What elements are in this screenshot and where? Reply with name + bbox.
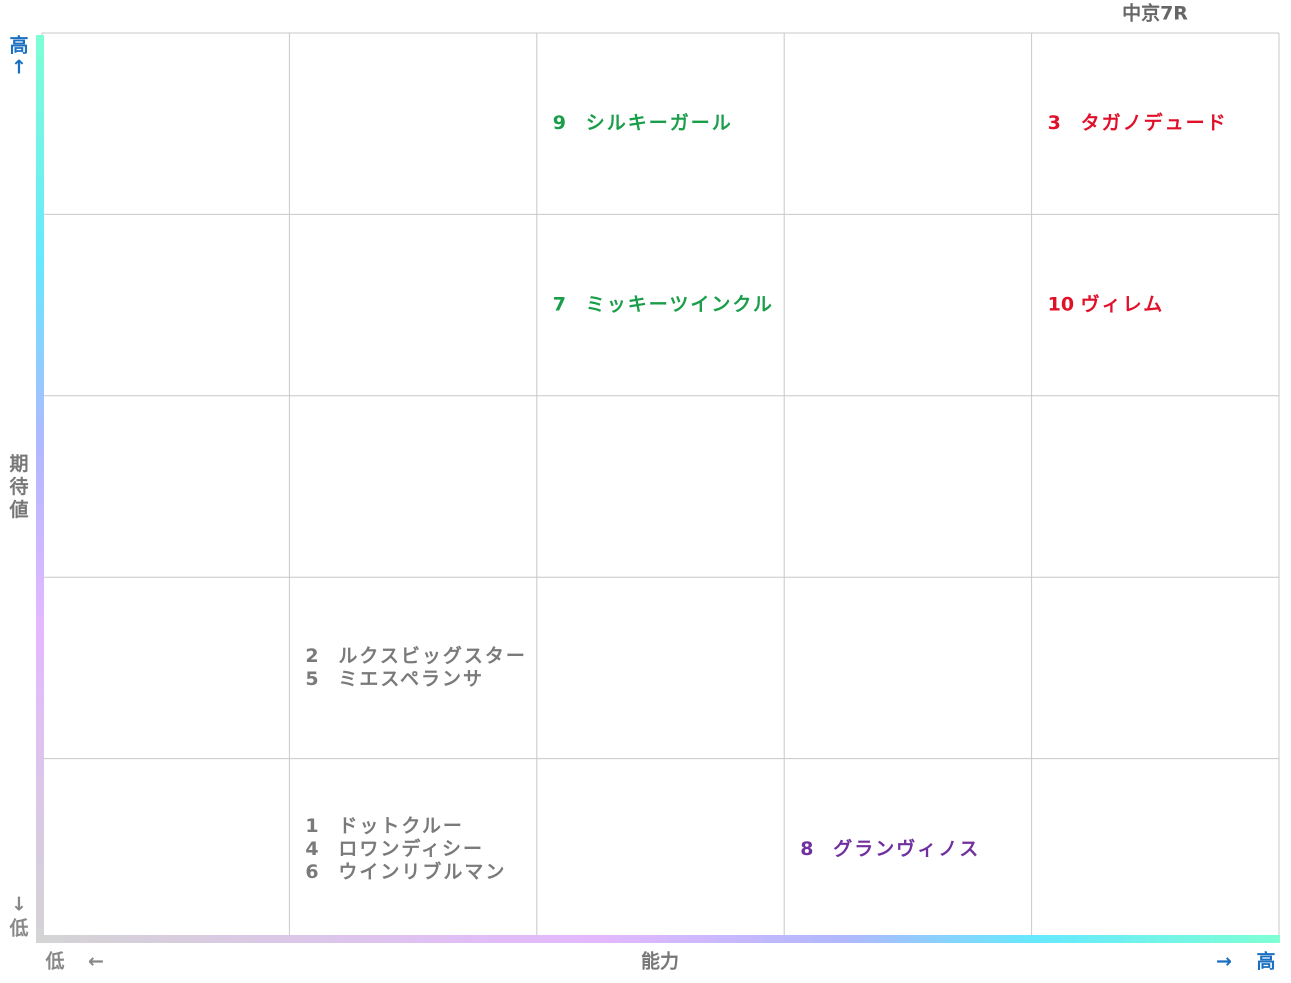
entry-name: グランヴィノス [833, 837, 980, 860]
x-low-arrow: ← [88, 951, 104, 973]
x-axis-bar [36, 935, 1280, 943]
y-low: 低 [8, 917, 28, 940]
y-high: 高 [9, 34, 28, 57]
entry-number: 5 [305, 668, 318, 690]
x-high-arrow: → [1216, 951, 1232, 973]
entry-name: ミッキーツインクル [586, 294, 774, 316]
y-high-arrow: ↑ [11, 57, 27, 79]
entry-name: ドットクルー [338, 815, 463, 837]
entry-name: ヴィレム [1081, 293, 1165, 316]
entry-number: 8 [800, 838, 813, 860]
entry-number: 2 [305, 645, 318, 667]
entry-number: 3 [1048, 112, 1061, 134]
entry-number: 4 [305, 838, 318, 860]
entry-number: 9 [553, 112, 566, 134]
y-label: 期待値 [8, 453, 28, 521]
x-label: 能力 [641, 950, 679, 973]
entry-name: ウインリブルマン [338, 860, 506, 883]
entry-name: シルキーガール [586, 112, 733, 134]
y-axis-bar [36, 35, 44, 943]
entry-number: 1 [305, 815, 318, 837]
entry-name: ロワンディシー [338, 837, 484, 860]
entry-name: ミエスペランサ [338, 668, 484, 690]
title: 中京7R [1122, 2, 1188, 25]
entry-name: ルクスビッグスター [338, 644, 526, 667]
x-high: 高 [1256, 950, 1275, 973]
x-low: 低 [44, 950, 64, 973]
entry-name: タガノデュード [1081, 111, 1228, 134]
entry-number: 7 [553, 294, 566, 316]
y-low-arrow: ↓ [11, 894, 27, 916]
entry-number: 6 [305, 861, 318, 883]
grid [41, 32, 1280, 941]
entry-number: 10 [1048, 294, 1074, 316]
